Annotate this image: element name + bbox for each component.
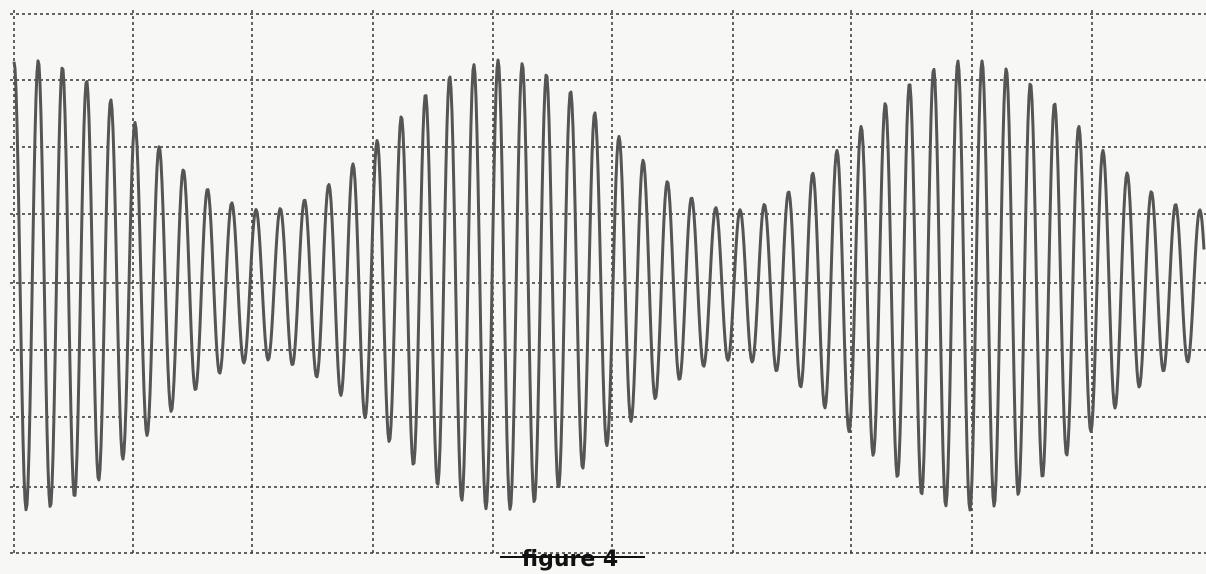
page: {"caption": "figure 4"} figure 4 (() => … xyxy=(0,0,1206,574)
caption: figure 4 xyxy=(522,547,618,572)
figure: figure 4 xyxy=(0,0,1206,574)
